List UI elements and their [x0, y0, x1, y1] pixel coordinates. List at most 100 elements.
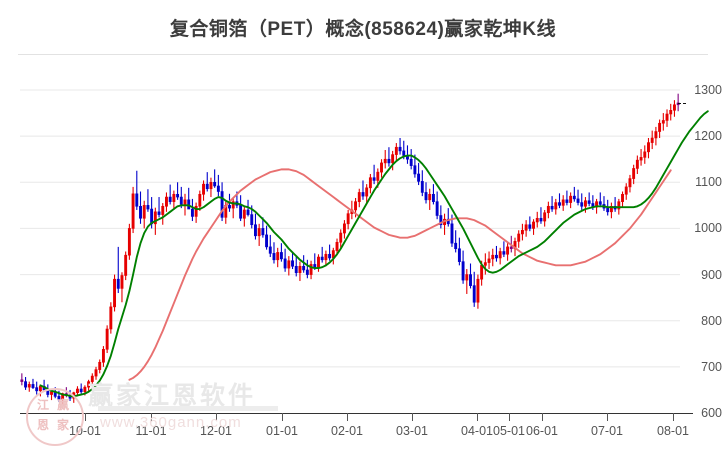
candle-body: [524, 224, 528, 231]
y-axis-tick-label: 800: [701, 313, 722, 328]
candle-body: [617, 201, 621, 210]
candle-body: [572, 195, 576, 200]
x-axis-tick: [542, 413, 543, 421]
candle-body: [291, 260, 294, 267]
candle-body: [539, 217, 543, 222]
ma-short-line: [39, 110, 709, 398]
candle-body: [361, 192, 365, 197]
candle-body: [554, 202, 558, 210]
candle-body: [387, 158, 391, 164]
candle-body: [231, 201, 235, 209]
candle-body: [647, 142, 650, 153]
candle-body: [439, 215, 443, 226]
candle-body: [580, 202, 584, 207]
candle-body: [27, 384, 31, 388]
x-axis-tick: [151, 413, 152, 421]
x-axis-tick: [347, 413, 348, 421]
candle-body: [639, 157, 643, 161]
candle-body: [302, 265, 306, 271]
candle-body: [346, 213, 350, 225]
candle-body: [435, 201, 439, 216]
candle-body: [87, 381, 91, 388]
candle-body: [317, 256, 320, 268]
candle-body: [672, 104, 676, 111]
candle-body: [624, 186, 628, 195]
candle-body: [35, 387, 39, 392]
candle-body: [239, 205, 243, 219]
candle-body: [394, 146, 398, 155]
candle-body: [357, 192, 361, 202]
candle-body: [598, 201, 602, 205]
candle-body: [213, 181, 217, 187]
candle-body: [250, 214, 254, 226]
candle-body: [532, 221, 535, 229]
candle-body: [268, 246, 272, 254]
x-axis-tick-label: 02-01: [331, 424, 363, 438]
candle-body: [565, 199, 569, 203]
candle-body: [661, 120, 665, 124]
candle-body: [276, 252, 280, 261]
candle-body: [335, 241, 339, 251]
candle-body: [339, 232, 343, 243]
candle-body: [113, 278, 116, 308]
candle-body: [665, 113, 669, 121]
y-axis-tick-label: 1100: [695, 175, 722, 190]
candle-body: [550, 205, 554, 210]
candle-body: [272, 253, 276, 261]
x-axis-tick-label: 05-01: [493, 424, 525, 438]
candle-body: [535, 217, 539, 223]
candle-body: [328, 253, 332, 259]
candle-body: [209, 181, 213, 190]
candle-body: [632, 168, 636, 179]
last-close-dashed-line: [678, 102, 686, 104]
candle-body: [491, 254, 495, 260]
candle-body: [90, 375, 94, 382]
candle-body: [146, 205, 150, 210]
candle-body: [461, 261, 465, 281]
candle-body: [509, 246, 513, 250]
candle-body: [83, 386, 87, 393]
candle-body: [57, 396, 61, 400]
candle-body: [205, 183, 209, 190]
candle-body: [498, 251, 502, 259]
candle-body: [131, 193, 135, 229]
candle-body: [465, 274, 469, 281]
candle-body: [20, 379, 24, 382]
candle-body: [420, 181, 424, 193]
candle-body: [561, 199, 565, 206]
candle-body: [105, 328, 109, 350]
candle-body: [287, 260, 291, 269]
candle-body: [194, 205, 198, 217]
x-axis-tick-label: 12-01: [200, 424, 232, 438]
candle-body: [583, 200, 587, 207]
candle-body: [606, 207, 610, 213]
candle-body: [94, 369, 98, 377]
candle-body: [431, 193, 435, 202]
candle-body: [543, 212, 547, 222]
seal-char: 家: [56, 418, 69, 432]
candle-body: [76, 388, 79, 393]
candle-body: [428, 193, 432, 201]
x-axis-tick-label: 03-01: [396, 424, 428, 438]
candle-body: [50, 391, 53, 395]
candle-body: [628, 178, 632, 188]
x-axis-tick-label: 10-01: [69, 424, 101, 438]
x-axis-tick-label: 11-01: [135, 424, 167, 438]
candle-body: [376, 171, 380, 181]
candle-body: [424, 192, 428, 201]
candle-body: [309, 264, 313, 275]
candle-body: [320, 256, 324, 261]
candle-body: [658, 122, 662, 132]
candle-body: [265, 234, 269, 248]
candle-body: [391, 154, 395, 164]
candle-body: [79, 388, 83, 393]
candle-body: [254, 224, 257, 237]
candle-body: [176, 193, 180, 198]
x-axis-tick-label: 07-01: [591, 424, 623, 438]
candle-body: [417, 173, 421, 182]
candle-body: [165, 196, 168, 207]
candle-body: [342, 223, 346, 234]
candle-body: [279, 252, 283, 260]
y-axis-tick-label: 1300: [694, 83, 722, 97]
